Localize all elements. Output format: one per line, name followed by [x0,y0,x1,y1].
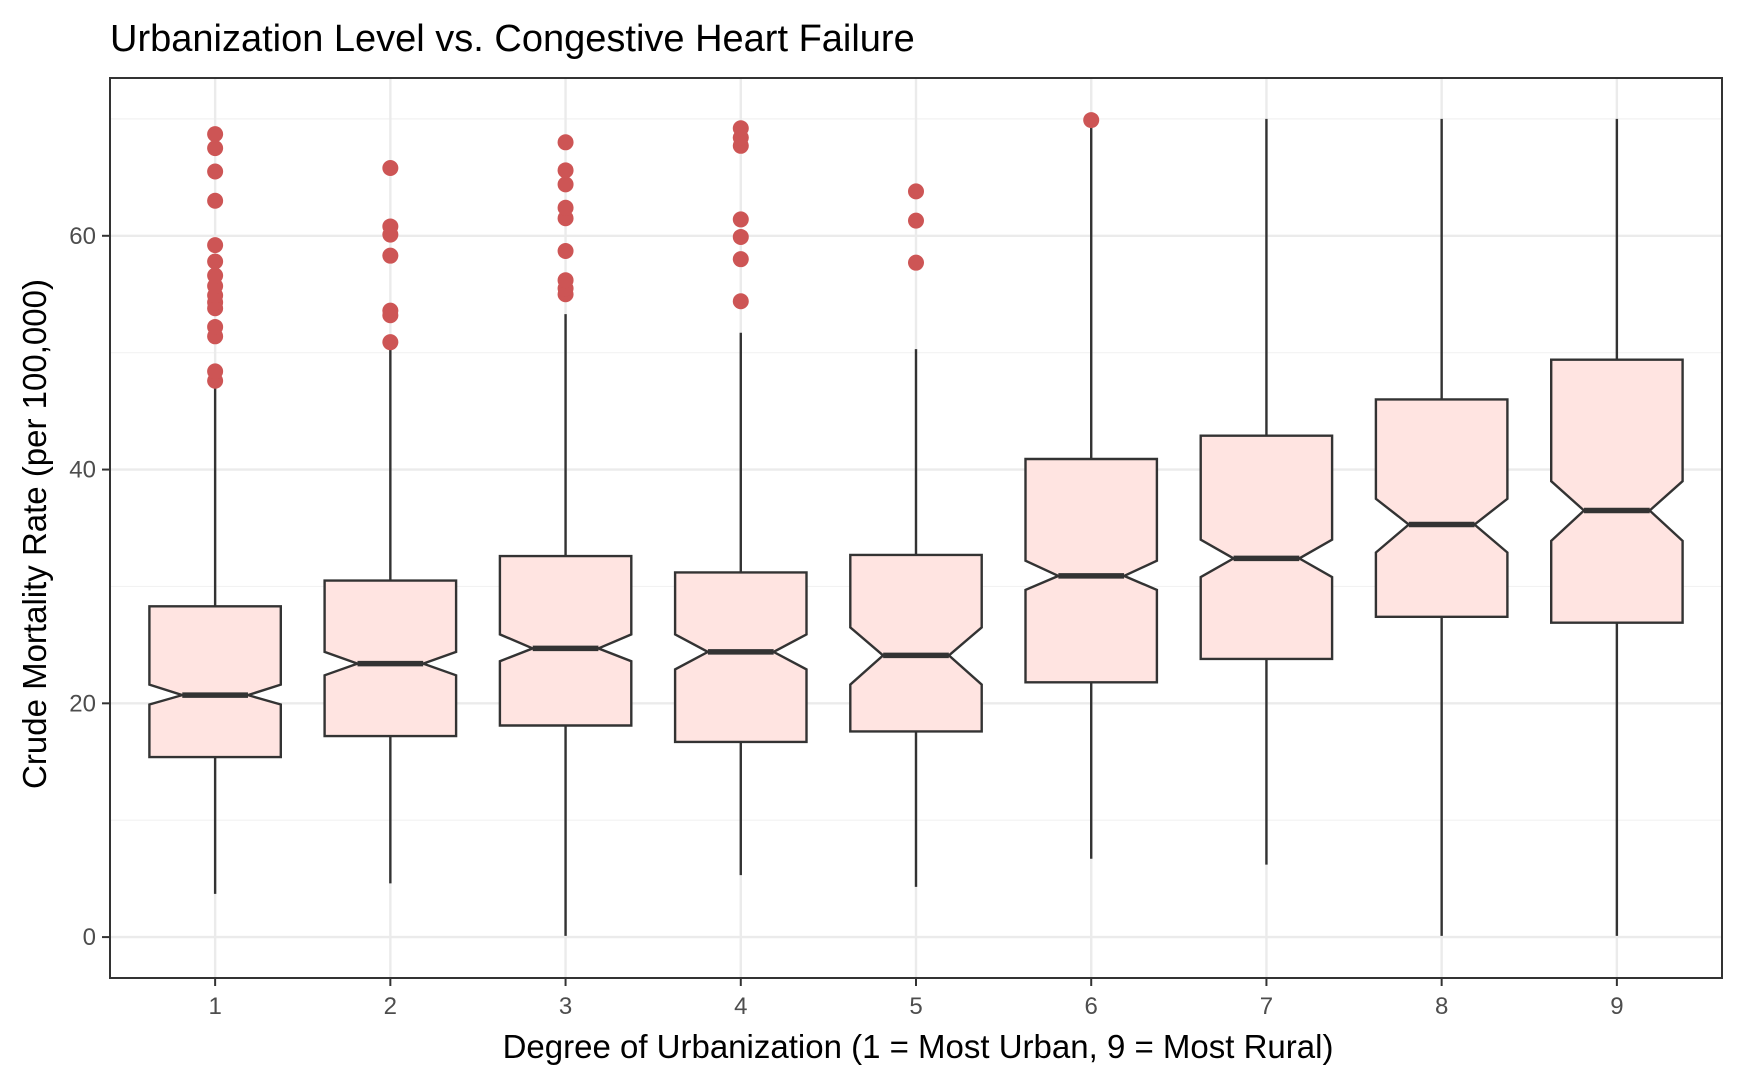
y-axis: 0 20 40 60 [69,223,110,951]
outlier-point [207,163,224,180]
boxes-layer [148,112,1684,936]
outlier-point [1083,112,1100,129]
y-tick-label: 40 [69,457,96,484]
outlier-point [908,212,924,229]
outlier-point [732,251,749,268]
outlier-point [207,192,224,209]
box-group-2 [323,160,458,884]
outlier-point [908,254,924,271]
y-tick-label: 0 [83,924,96,951]
notched-box [323,579,458,738]
box-group-3 [498,134,633,936]
outlier-point [207,126,224,143]
x-tick-label: 4 [734,993,747,1020]
notched-box [1374,398,1509,618]
outlier-point [207,140,224,157]
notched-box [1024,457,1159,684]
y-tick-label: 60 [69,223,96,250]
notched-box [1199,434,1334,661]
outlier-point [207,267,224,284]
x-tick-label: 3 [559,993,572,1020]
x-tick-label: 1 [208,993,221,1020]
outlier-point [207,253,224,270]
outlier-point [557,134,574,151]
outlier-point [557,272,574,289]
x-tick-label: 8 [1435,993,1448,1020]
notched-box [1549,358,1684,624]
outlier-point [732,228,749,245]
x-tick-label: 5 [909,993,922,1020]
box-group-7 [1199,118,1334,865]
outlier-point [557,199,574,216]
outlier-point [382,218,399,235]
notched-box [673,571,808,744]
outlier-point [382,247,399,264]
outlier-point [557,242,574,259]
box-group-5 [849,183,983,887]
chart-title: Urbanization Level vs. Congestive Heart … [110,18,915,60]
outlier-point [732,120,749,137]
outlier-point [207,237,224,254]
outlier-point [382,302,399,319]
notched-box [849,553,983,733]
box-group-1 [148,126,282,894]
y-tick-label: 20 [69,690,96,717]
y-axis-title: Crude Mortality Rate (per 100,000) [16,279,53,789]
outlier-point [382,334,399,351]
box-group-6 [1024,112,1159,859]
x-axis-title: Degree of Urbanization (1 = Most Urban, … [503,1028,1334,1065]
x-tick-label: 7 [1260,993,1273,1020]
x-tick-label: 6 [1085,993,1098,1020]
box-group-8 [1374,118,1509,936]
box-group-9 [1549,118,1684,936]
outlier-point [207,318,224,335]
outlier-point [382,160,399,176]
x-tick-label: 9 [1610,993,1623,1020]
outlier-point [207,363,224,380]
outlier-point [732,293,749,310]
notched-box [498,554,633,727]
box-group-4 [673,120,808,876]
outlier-point [908,183,924,200]
outlier-point [557,176,574,193]
outlier-point [557,162,574,179]
x-axis: 1 2 3 4 5 6 7 8 9 [208,978,1624,1020]
x-tick-label: 2 [384,993,397,1020]
notched-box [148,605,282,759]
outlier-point [732,211,749,228]
